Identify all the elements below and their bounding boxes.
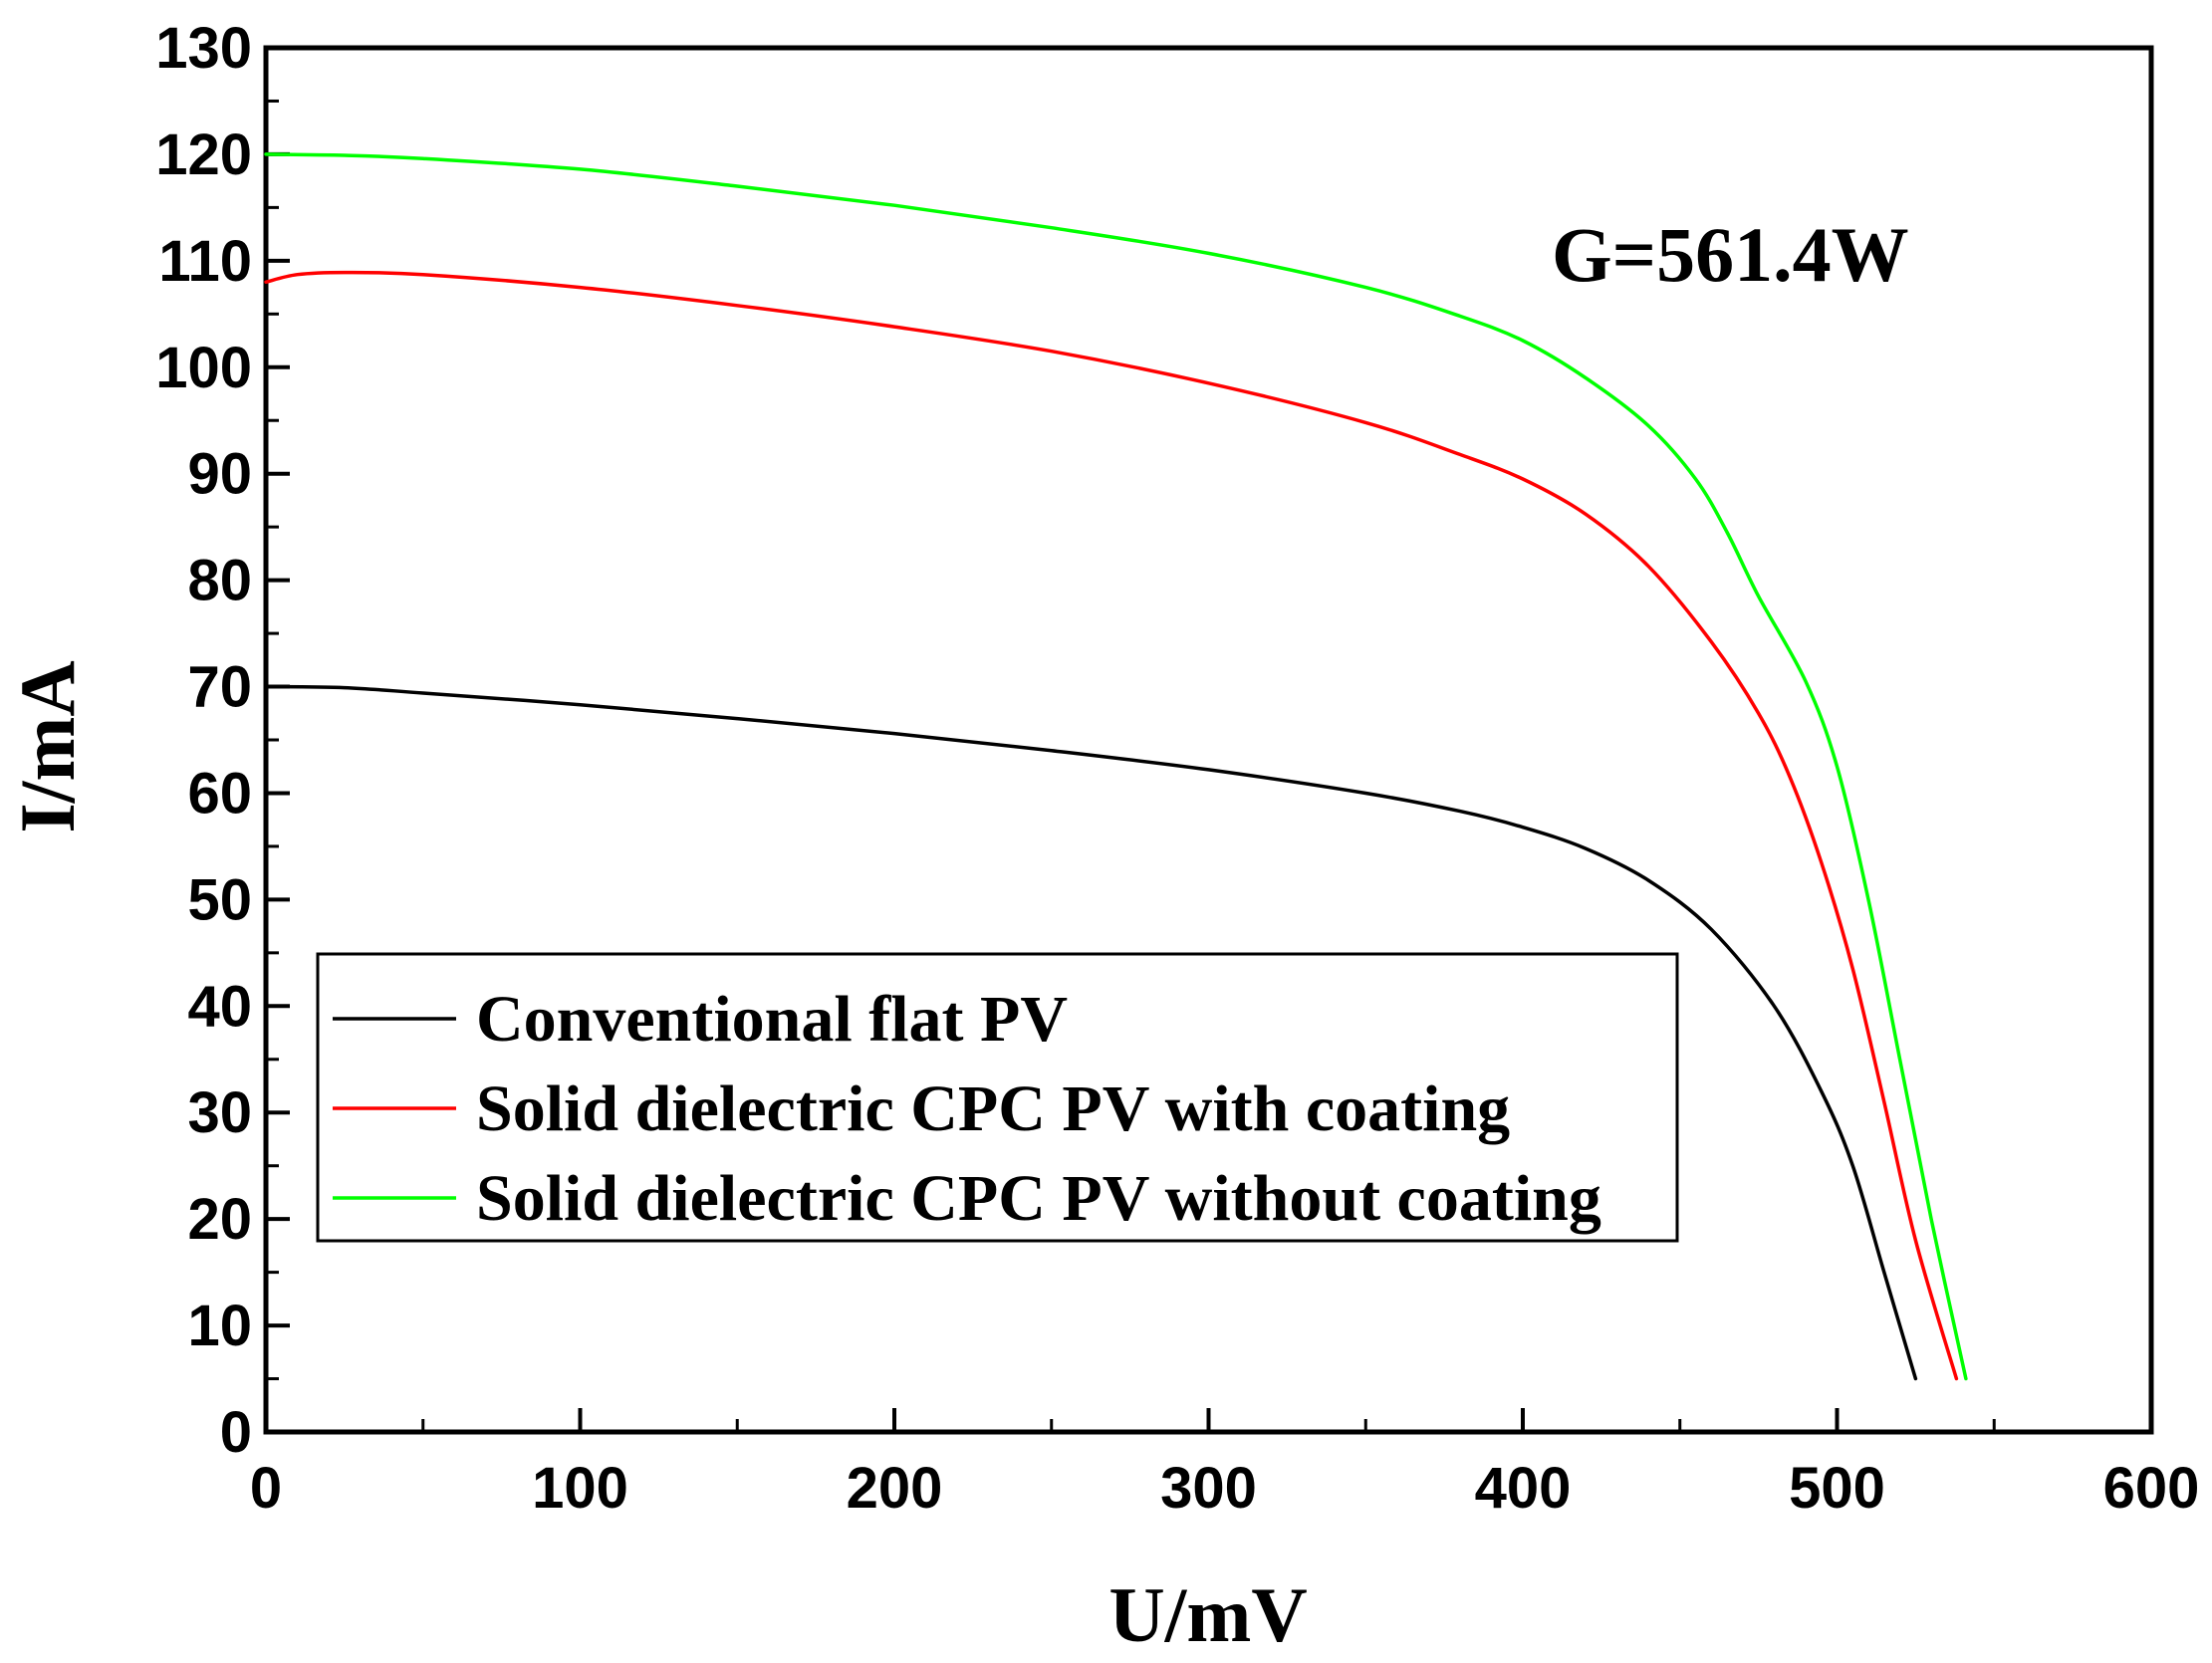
legend-items: Conventional flat PV Solid dielectric CPC… [333,983,1601,1235]
y-tick-label: 10 [187,1294,252,1358]
legend-label-solid-dielectric-cpc-pv-without-coating: Solid dielectric CPC PV without coating [476,1162,1601,1235]
x-tick-label: 300 [1160,1456,1257,1521]
legend-label-solid-dielectric-cpc-pv-with-coating: Solid dielectric CPC PV with coating [476,1072,1510,1145]
y-tick-label: 20 [187,1187,252,1252]
series-lines [264,152,1968,1381]
y-tick-label: 60 [187,761,252,826]
y-tick-label: 120 [155,122,252,187]
y-tick-label: 30 [187,1080,252,1145]
y-axis-title: I/mA [4,660,91,832]
series-line-solid-dielectric-cpc-pv-without-coating [264,152,1968,1381]
y-tick-label: 100 [155,336,252,400]
x-tick-label: 100 [532,1456,628,1521]
y-tick-label: 0 [220,1400,252,1465]
y-tick-label: 110 [158,229,252,294]
y-tick-label: 130 [155,16,252,81]
axis-ticks: 0 100 200 300 400 500 600 0 10 20 30 40 50 60 70 80 90 10… [155,16,2199,1521]
y-tick-label: 90 [187,442,252,507]
legend: Conventional flat PV Solid dielectric CPC… [316,952,1679,1243]
series-line-conventional-flat-pv [264,684,1918,1381]
x-tick-label: 600 [2103,1456,2200,1521]
x-tick-label: 0 [250,1456,282,1521]
irradiance-annotation: G=561.4W [1552,211,1909,298]
x-tick-label: 400 [1475,1456,1572,1521]
x-tick-label: 500 [1789,1456,1885,1521]
y-tick-label: 40 [187,974,252,1039]
legend-box [316,952,1679,1243]
y-tick-label: 70 [187,655,252,720]
x-axis-title: U/mV [1108,1571,1307,1658]
y-tick-label: 80 [187,549,252,613]
legend-label-conventional-flat-pv: Conventional flat PV [476,983,1068,1056]
x-tick-label: 200 [847,1456,943,1521]
series-line-solid-dielectric-cpc-pv-with-coating [264,270,1959,1381]
y-tick-label: 50 [187,867,252,932]
